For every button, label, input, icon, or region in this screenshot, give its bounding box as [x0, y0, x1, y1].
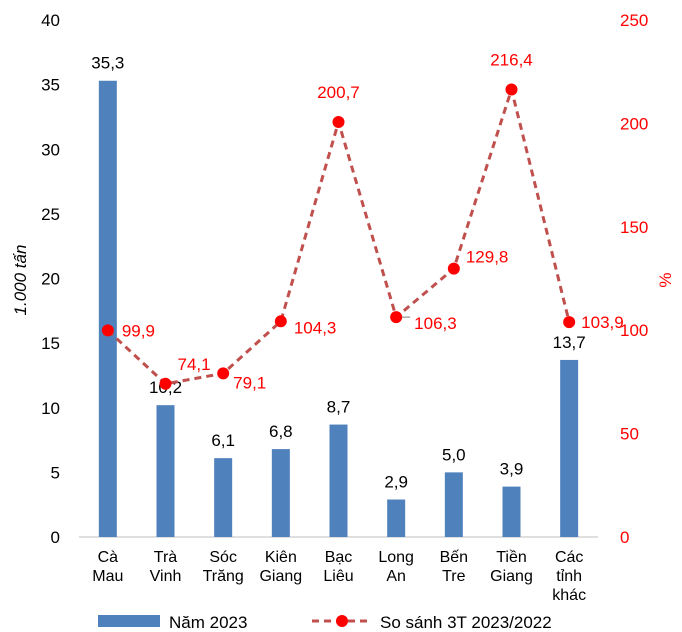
line-point: [505, 83, 518, 96]
y2-tick-label: 200: [620, 114, 648, 133]
line-series: [106, 84, 571, 386]
y-tick-label: 40: [41, 11, 60, 30]
y-tick-label: 15: [41, 334, 60, 353]
line-value-label: 103,9: [581, 313, 624, 332]
y2-tick-label: 0: [620, 528, 629, 547]
y-tick-label: 30: [41, 140, 60, 159]
bar-value-label: 5,0: [442, 445, 466, 464]
bar-value-label: 35,3: [91, 54, 124, 73]
plot-area: 051015202530354005010015020025035,310,26…: [41, 11, 648, 604]
legend-bar-swatch: [98, 615, 160, 627]
line-point: [332, 115, 345, 128]
y-tick-label: 5: [51, 463, 60, 482]
x-tick-label: Các tỉnh khác: [552, 549, 586, 604]
x-tick-label: Long An: [378, 549, 414, 585]
line-point: [217, 367, 230, 380]
bar: [98, 80, 117, 537]
line-value-label: 200,7: [317, 83, 360, 102]
bar: [387, 499, 406, 537]
bar: [444, 472, 463, 537]
y-tick-label: 35: [41, 76, 60, 95]
x-tick-label: Bến Tre: [440, 549, 468, 585]
line-point: [563, 316, 576, 329]
line-value-label: 79,1: [233, 373, 266, 392]
legend-bar-label: Năm 2023: [169, 613, 247, 632]
y2-tick-label: 150: [620, 218, 648, 237]
y2-tick-label: 50: [620, 425, 639, 444]
line-value-label: 74,1: [178, 355, 211, 374]
bar-value-label: 13,7: [553, 333, 586, 352]
x-tick-label: Tiền Giang: [490, 549, 533, 585]
bar-value-label: 6,8: [269, 422, 293, 441]
y-tick-label: 10: [41, 399, 60, 418]
line-point: [101, 324, 114, 337]
line-point: [159, 377, 172, 390]
bar-value-label: 6,1: [211, 431, 235, 450]
bar-value-label: 2,9: [384, 473, 408, 492]
y-tick-label: 0: [51, 528, 60, 547]
y2-axis-title: %: [656, 272, 675, 287]
line-value-label: 99,9: [122, 321, 155, 340]
x-tick-label: Sóc Trăng: [203, 549, 244, 585]
bar: [560, 359, 579, 537]
x-tick-label: Bạc Liêu: [323, 549, 353, 585]
bar: [271, 449, 290, 537]
bar: [214, 458, 233, 537]
line-value-label: 216,4: [490, 50, 533, 69]
bar: [502, 486, 521, 537]
x-tick-label: Kiên Giang: [259, 549, 302, 585]
line-value-label: 104,3: [294, 318, 337, 337]
bar: [329, 424, 348, 537]
y-axis-title: 1.000 tấn: [11, 245, 30, 316]
legend: Năm 2023 So sánh 3T 2023/2022: [98, 613, 552, 632]
y2-tick-label: 100: [620, 321, 648, 340]
line-value-label: 129,8: [466, 248, 509, 267]
legend-line-marker: [336, 615, 348, 627]
y2-tick-label: 250: [620, 11, 648, 30]
bar: [156, 405, 175, 537]
line-point: [390, 311, 403, 324]
line-point: [447, 262, 460, 275]
y-tick-label: 20: [41, 270, 60, 289]
bar-value-label: 8,7: [327, 398, 351, 417]
line-value-label: 106,3: [414, 314, 457, 333]
legend-line-label: So sánh 3T 2023/2022: [380, 613, 552, 632]
line-point: [274, 315, 287, 328]
bar-value-label: 3,9: [500, 460, 524, 479]
y-tick-label: 25: [41, 205, 60, 224]
x-tick-label: Trà Vinh: [150, 549, 182, 585]
x-tick-label: Cà Mau: [92, 549, 123, 585]
